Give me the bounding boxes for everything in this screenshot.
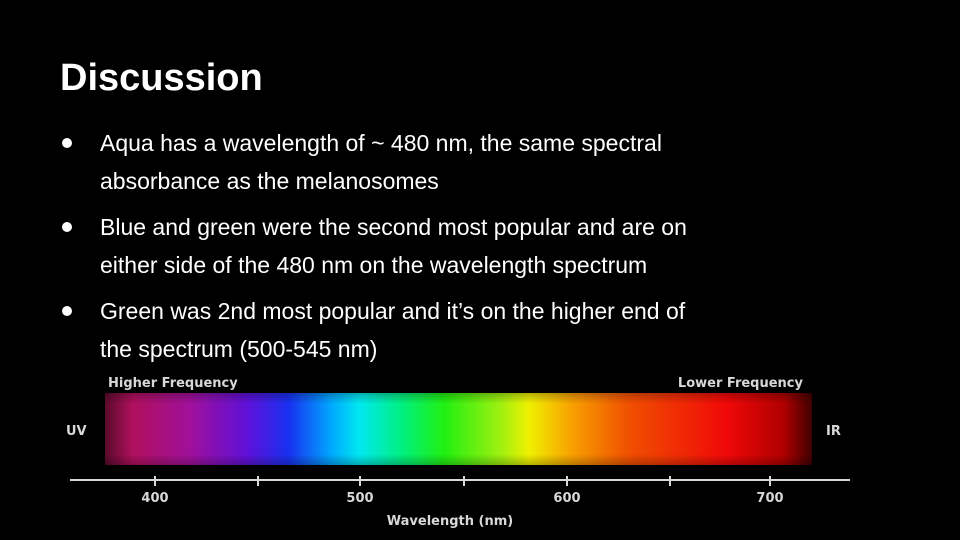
- spectrum-figure: Higher Frequency Lower Frequency UV IR 4…: [66, 376, 850, 529]
- bullet-line: Green was 2nd most popular and it’s on t…: [100, 298, 686, 324]
- bullet-line: absorbance as the melanosomes: [100, 168, 439, 194]
- tick-label: 400: [141, 491, 168, 506]
- slide-title: Discussion: [60, 57, 263, 99]
- bullet-dot: [62, 138, 72, 148]
- spectrum-shade: [105, 393, 812, 465]
- bullet-line: either side of the 480 nm on the wavelen…: [100, 252, 647, 278]
- uv-label: UV: [66, 424, 87, 439]
- ir-label: IR: [826, 424, 841, 439]
- bullet-line: Aqua has a wavelength of ~ 480 nm, the s…: [100, 130, 662, 156]
- axis-label: Wavelength (nm): [387, 514, 513, 529]
- bullet-line: the spectrum (500-545 nm): [100, 336, 377, 362]
- tick-label: 500: [346, 491, 373, 506]
- tick-label: 600: [553, 491, 580, 506]
- tick-label: 700: [756, 491, 783, 506]
- bullet-dot: [62, 306, 72, 316]
- higher-frequency-label: Higher Frequency: [108, 376, 238, 391]
- lower-frequency-label: Lower Frequency: [678, 376, 804, 391]
- bullet-list: Aqua has a wavelength of ~ 480 nm, the s…: [62, 130, 687, 362]
- bullet-dot: [62, 222, 72, 232]
- bullet-line: Blue and green were the second most popu…: [100, 214, 687, 240]
- axis-ticks: 400 500 600 700: [141, 476, 784, 506]
